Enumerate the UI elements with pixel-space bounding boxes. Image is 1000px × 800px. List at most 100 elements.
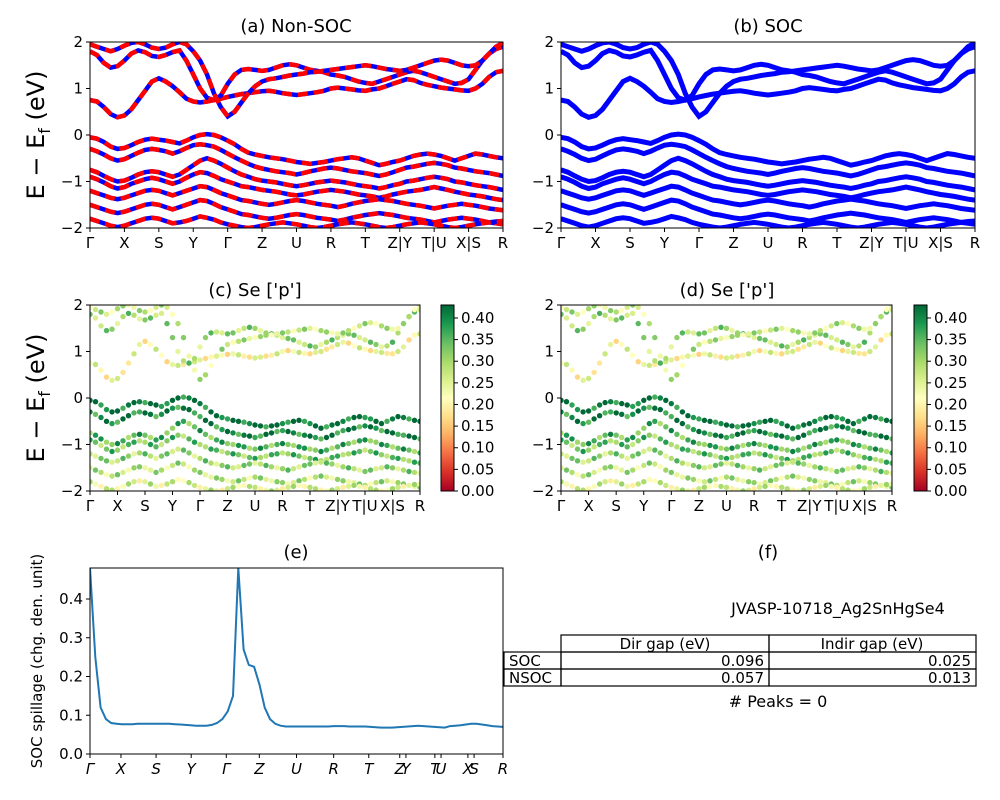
- projection-point: [406, 447, 412, 453]
- colorbar-d: [913, 304, 928, 492]
- projection-point: [707, 464, 713, 470]
- projection-point: [268, 423, 275, 429]
- projection-point: [690, 414, 697, 421]
- projection-point: [679, 434, 686, 441]
- projection-point: [845, 439, 851, 445]
- projection-point: [850, 452, 857, 458]
- projection-point: [619, 315, 625, 321]
- projection-point: [213, 461, 220, 467]
- projection-point: [596, 481, 603, 487]
- projection-point: [191, 424, 198, 430]
- colorbar-tick-label: 0.20: [934, 395, 967, 413]
- projection-point: [329, 432, 335, 438]
- projection-point: [878, 468, 884, 475]
- projection-point: [318, 448, 324, 455]
- panel-c-xtick-label: R: [415, 497, 425, 515]
- projection-point: [136, 464, 143, 470]
- projection-point: [323, 346, 330, 352]
- projection-point: [90, 430, 93, 436]
- projection-point: [767, 327, 774, 333]
- projection-point: [718, 445, 724, 451]
- projection-point: [767, 417, 774, 423]
- band-line: [90, 197, 503, 227]
- projection-point: [136, 438, 143, 444]
- projection-point: [696, 341, 702, 348]
- ylabel-mid-main: E − E: [22, 397, 50, 463]
- projection-point: [191, 355, 198, 362]
- projection-point: [679, 460, 686, 466]
- projection-point: [641, 425, 647, 431]
- projection-point: [318, 425, 324, 431]
- projection-point: [114, 408, 121, 414]
- projection-point: [801, 344, 807, 350]
- projection-point: [230, 417, 236, 423]
- projection-point: [823, 425, 829, 431]
- projection-point: [674, 472, 680, 478]
- projection-point: [334, 341, 341, 348]
- projection-point: [646, 404, 652, 410]
- panel-b-xtick-label: T: [831, 234, 842, 252]
- projection-point: [806, 444, 812, 450]
- projection-point: [246, 420, 253, 427]
- projection-point: [806, 420, 812, 427]
- projection-point: [745, 441, 752, 448]
- projection-point: [624, 444, 630, 450]
- projection-point: [114, 458, 121, 464]
- projection-point: [872, 414, 879, 421]
- panel-a-xtick-label: T|U: [421, 234, 447, 252]
- projection-point: [202, 417, 209, 423]
- projection-point: [751, 486, 757, 491]
- projection-point: [186, 353, 192, 359]
- projection-point: [861, 486, 868, 491]
- projection-point: [856, 418, 862, 424]
- projection-point: [652, 358, 658, 364]
- colorbar-tick-label: 0.25: [934, 374, 967, 392]
- projection-point: [235, 442, 242, 449]
- projection-point: [790, 436, 796, 442]
- projection-point: [784, 456, 790, 463]
- projection-point: [98, 483, 104, 490]
- projection-point: [175, 348, 181, 355]
- panel-a-ytick-label: 1: [73, 80, 83, 98]
- projection-point: [307, 475, 313, 481]
- projection-point: [850, 349, 857, 356]
- projection-point: [707, 452, 713, 458]
- colorbar-tick-label: 0.10: [934, 439, 967, 457]
- projection-point: [312, 456, 319, 463]
- projection-point: [828, 448, 834, 455]
- projection-point: [591, 483, 597, 490]
- projection-point: [290, 430, 297, 436]
- projection-point: [574, 327, 581, 334]
- projection-point: [668, 484, 674, 490]
- projection-point: [136, 478, 143, 484]
- projection-point: [400, 344, 407, 350]
- projection-point: [883, 459, 890, 465]
- projection-point: [602, 432, 608, 438]
- projection-point: [652, 361, 658, 368]
- projection-point: [580, 441, 586, 448]
- projection-point: [580, 420, 586, 427]
- projection-point: [290, 337, 297, 343]
- projection-point: [834, 337, 840, 343]
- projection-point: [784, 474, 790, 480]
- projection-point: [596, 360, 603, 366]
- projection-point: [867, 455, 873, 462]
- projection-point: [164, 305, 170, 310]
- projection-point: [169, 334, 176, 341]
- projection-point: [602, 399, 608, 406]
- projection-point: [296, 339, 302, 345]
- projection-point: [740, 430, 746, 436]
- projection-point: [674, 486, 680, 491]
- projection-point: [219, 414, 225, 421]
- band-line: [90, 169, 503, 203]
- projection-point: [395, 484, 401, 490]
- projection-point: [120, 483, 126, 490]
- projection-point: [334, 334, 341, 341]
- projection-point: [400, 446, 407, 452]
- projection-point: [619, 434, 625, 441]
- projection-point: [395, 455, 401, 462]
- projection-point: [147, 411, 154, 417]
- projection-point: [142, 338, 148, 344]
- projection-point: [767, 431, 774, 437]
- projection-point: [109, 326, 115, 332]
